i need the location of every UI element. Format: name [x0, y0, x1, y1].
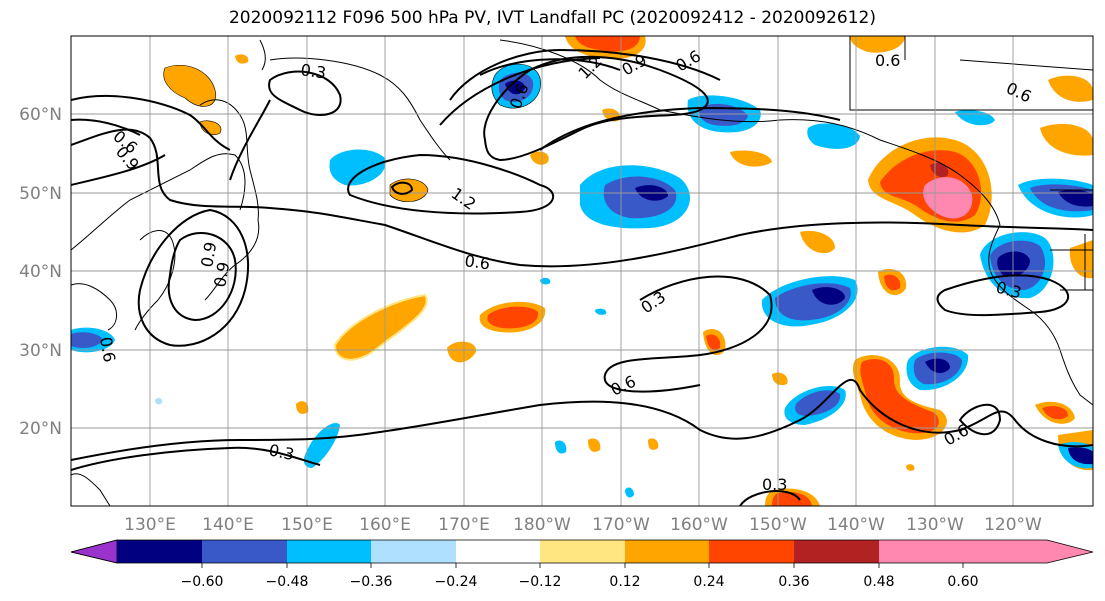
contour-label: 0.3	[762, 475, 787, 494]
colorbar-swatch	[371, 540, 456, 563]
map-title: 2020092112 F096 500 hPa PV, IVT Landfall…	[228, 8, 876, 28]
colorbar-label: 0.12	[609, 574, 640, 590]
lon-label: 160°E	[359, 515, 411, 535]
colorbar-swatch	[879, 540, 963, 563]
contour-label: 0.6	[96, 335, 119, 363]
colorbar-label: 0.60	[947, 574, 978, 590]
lon-label: 140°E	[202, 515, 254, 535]
colorbar-extend-high	[963, 540, 1093, 563]
lat-label: 20°N	[19, 419, 62, 439]
colorbar-label: −0.36	[350, 574, 393, 590]
colorbar-ticks	[201, 563, 964, 568]
colorbar-extend-low	[70, 539, 118, 564]
latitude-labels: 60°N 50°N 40°N 30°N 20°N	[19, 105, 62, 439]
lon-label: 160°W	[670, 515, 728, 535]
gridlines	[71, 36, 1093, 506]
lon-label: 150°W	[749, 515, 807, 535]
lat-label: 50°N	[19, 184, 62, 204]
lon-label: 140°W	[827, 515, 885, 535]
colorbar-label: −0.24	[435, 574, 478, 590]
lon-label: 150°E	[281, 515, 333, 535]
colorbar: −0.60 −0.48 −0.36 −0.24 −0.12 0.12 0.24 …	[70, 539, 1094, 590]
colorbar-swatch	[625, 540, 709, 563]
colorbar-swatch	[117, 540, 202, 563]
colorbar-swatch	[794, 540, 879, 563]
colorbar-swatch	[709, 540, 794, 563]
contour-label: 0.6	[875, 51, 900, 70]
lat-label: 30°N	[19, 341, 62, 361]
lat-label: 60°N	[19, 105, 62, 125]
contour-label: 0.3	[267, 440, 296, 464]
colorbar-label: −0.60	[181, 574, 224, 590]
lon-label: 170°E	[438, 515, 490, 535]
colorbar-label: 0.48	[863, 574, 894, 590]
ivt-contours	[71, 48, 1093, 506]
colorbar-label: −0.12	[519, 574, 562, 590]
colorbar-swatch	[456, 540, 540, 563]
lon-label: 130°E	[124, 515, 176, 535]
map-plot-area: 0.3 0.6 0.9 1.2 0.6 0.3 0.6 0.3 0.3 0.6 …	[71, 36, 1093, 506]
contour-label: 0.9	[210, 260, 233, 288]
longitude-labels: 130°E 140°E 150°E 160°E 170°E 180°W 170°…	[124, 515, 1042, 535]
colorbar-label: 0.24	[693, 574, 724, 590]
map-frame	[70, 35, 1094, 507]
colorbar-label: −0.48	[266, 574, 309, 590]
colorbar-label: 0.36	[778, 574, 809, 590]
contour-label: 0.6	[463, 251, 491, 273]
contour-label: 0.3	[299, 60, 327, 82]
contour-label: 0.9	[197, 240, 220, 268]
lon-label: 130°W	[906, 515, 964, 535]
colorbar-labels: −0.60 −0.48 −0.36 −0.24 −0.12 0.12 0.24 …	[181, 574, 979, 590]
lon-label: 170°W	[592, 515, 650, 535]
colorbar-swatch	[540, 540, 625, 563]
colorbar-swatch	[202, 540, 287, 563]
lon-label: 120°W	[984, 515, 1042, 535]
contour-labels: 0.3 0.6 0.9 1.2 0.6 0.3 0.6 0.3 0.3 0.6 …	[96, 46, 1034, 494]
lat-label: 40°N	[19, 262, 62, 282]
lon-label: 180°W	[513, 515, 571, 535]
colorbar-swatch	[287, 540, 371, 563]
